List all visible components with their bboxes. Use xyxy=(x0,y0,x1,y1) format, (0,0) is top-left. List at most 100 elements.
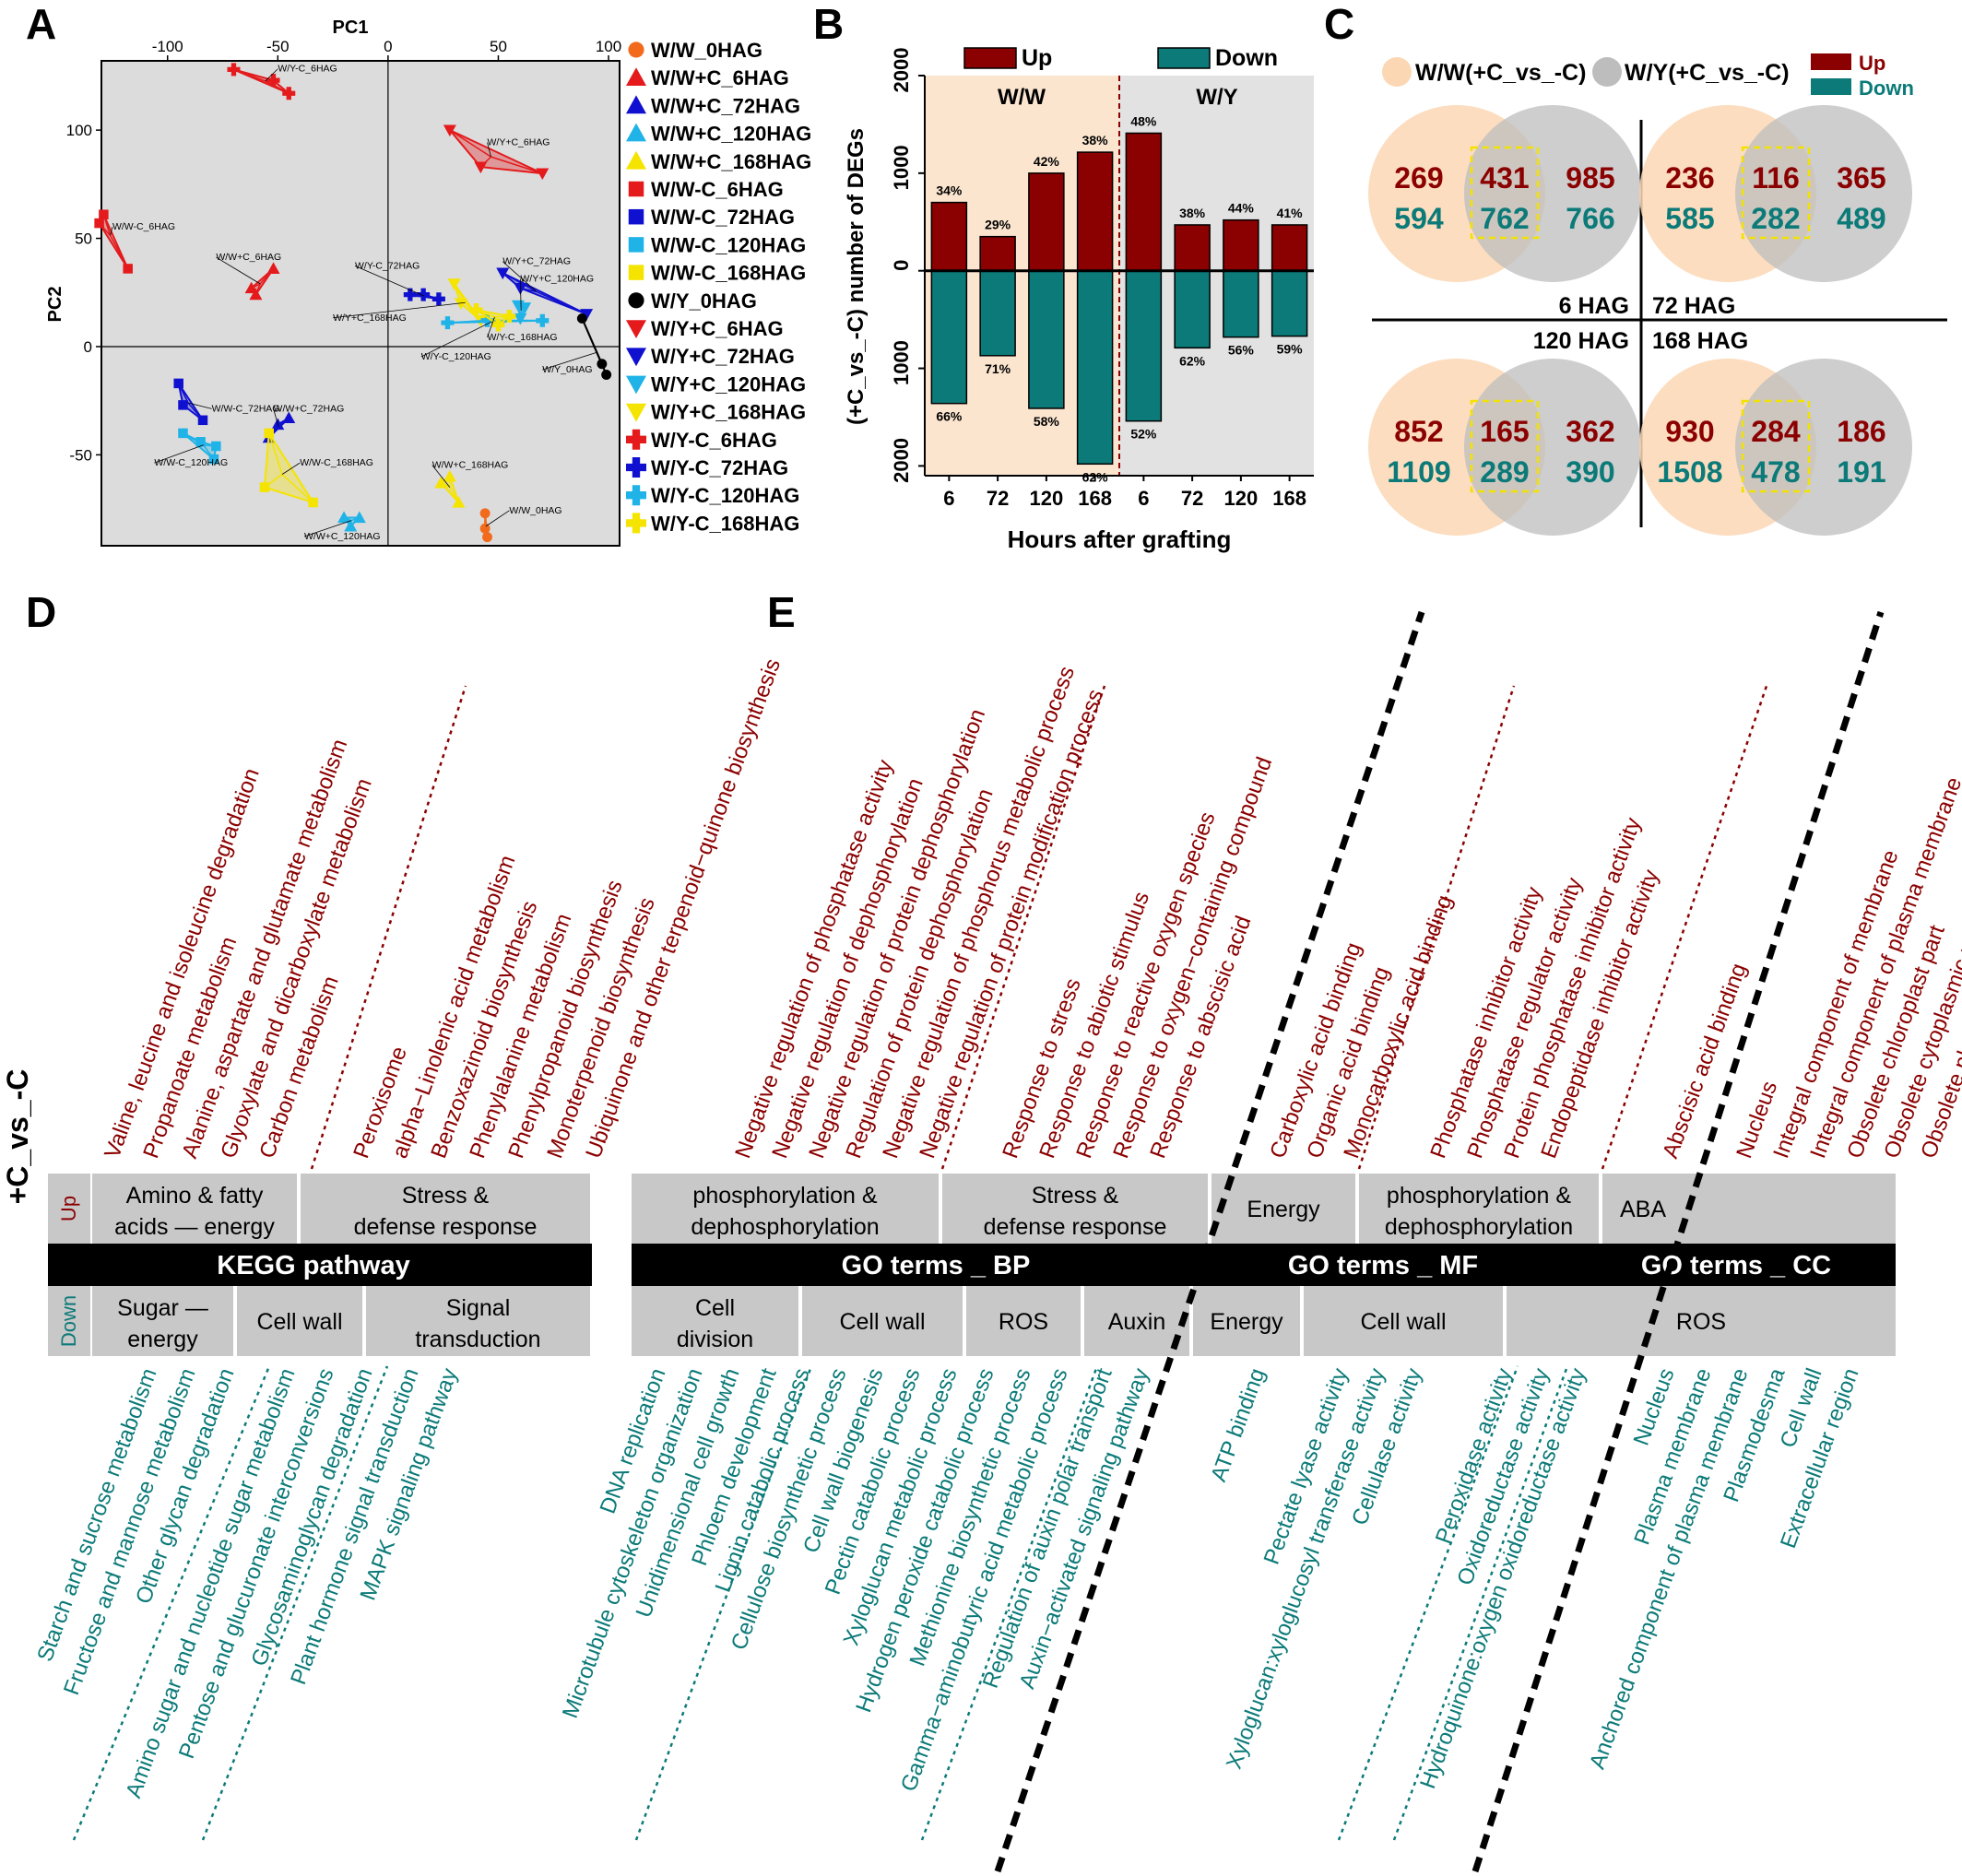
venn-count-down: 390 xyxy=(1566,455,1614,489)
legend-marker xyxy=(626,95,646,114)
pca-point xyxy=(417,288,431,301)
legend-marker xyxy=(628,208,644,225)
legend-c-down-swatch xyxy=(1811,78,1851,95)
bar-down xyxy=(1271,269,1308,337)
go-up-box xyxy=(1602,1174,1896,1244)
pca-y-tick-label: 0 xyxy=(84,338,92,356)
venn-overlap-box xyxy=(1741,146,1811,240)
go-up-box-label: phosphorylation & xyxy=(1387,1183,1571,1209)
bar-y-tick-label: 2000 xyxy=(890,438,913,483)
pca-point xyxy=(431,292,445,306)
bar-down xyxy=(1125,269,1163,422)
venn-count-up: 362 xyxy=(1566,415,1614,448)
venn-count-down: 478 xyxy=(1751,455,1800,489)
bar-y-tick-label: 2000 xyxy=(890,48,913,93)
venn-label-72hag: 72 HAG xyxy=(1652,293,1735,319)
term-group-divider xyxy=(920,1365,1099,1841)
bar-x-tick-label: 120 xyxy=(1030,487,1064,510)
bar-down xyxy=(1174,269,1211,349)
pca-point xyxy=(452,496,466,508)
term-group-divider xyxy=(310,685,467,1170)
pca-label-leader xyxy=(354,265,425,297)
legend-label: W/Y-C_6HAG xyxy=(651,429,777,452)
pca-x-title: PC1 xyxy=(333,18,369,38)
pca-label-leader xyxy=(281,462,301,475)
pca-group-label: W/Y-C_6HAG xyxy=(278,64,337,75)
pca-x-tick-label: 0 xyxy=(384,38,392,55)
bar-percent-label: 59% xyxy=(1277,342,1304,357)
go-down-box xyxy=(1507,1286,1896,1356)
pca-x-tick-label: -50 xyxy=(266,38,290,55)
venn-count-down: 762 xyxy=(1480,202,1529,235)
bar-down xyxy=(1028,269,1065,409)
pca-point xyxy=(99,209,109,219)
venn-count-down: 594 xyxy=(1394,202,1444,235)
pca-label-leader xyxy=(502,261,538,292)
bar-x-tick-label: 6 xyxy=(943,487,954,510)
term-group-divider xyxy=(1601,685,1768,1170)
pca-point xyxy=(474,161,488,174)
enrichment-panel: +C_vs_-C Up Down KEGG pathway GO terms _… xyxy=(1,610,1962,1873)
kegg-down-box-label: Sugar — xyxy=(117,1295,208,1321)
venn-count-down: 191 xyxy=(1837,455,1885,489)
pca-label-leader xyxy=(487,316,495,338)
pca-group-label: W/Y+C_120HAG xyxy=(520,274,594,285)
bar-up xyxy=(1271,224,1308,272)
legend-marker xyxy=(628,265,644,280)
legend-label: W/W-C_72HAG xyxy=(651,206,795,229)
pca-group: W/Y_0HAG xyxy=(542,313,612,380)
venn-count-down: 282 xyxy=(1751,202,1800,235)
venn-circle-wy xyxy=(1735,105,1912,282)
pca-spoke xyxy=(502,272,538,293)
pca-plot: PC1 PC2 -100 -50 0 50 100 -50 0 50 100 W/Y-C_6HA… xyxy=(45,18,811,547)
pca-group: W/Y+C_6HAG xyxy=(443,124,550,181)
venn-count-up: 365 xyxy=(1837,161,1885,195)
pca-label-leader xyxy=(303,520,352,537)
pca-label-leader xyxy=(431,465,451,488)
pca-spoke xyxy=(449,129,491,158)
term-group-divider xyxy=(634,1365,813,1841)
legend-label: W/Y-C_168HAG xyxy=(651,512,799,535)
pca-point xyxy=(266,262,280,275)
go-down-box-label: Cell wall xyxy=(839,1309,925,1335)
kegg-down-box xyxy=(92,1286,233,1356)
legend-marker xyxy=(628,292,644,309)
pca-point xyxy=(601,370,612,380)
kegg-up-box-label: defense response xyxy=(354,1214,538,1240)
bar-x-tick-label: 6 xyxy=(1138,487,1149,510)
pca-group-label: W/W-C_120HAG xyxy=(154,457,228,468)
kegg-down-box xyxy=(237,1286,362,1356)
pca-point xyxy=(208,454,219,465)
bar-x-tick-label: 72 xyxy=(1181,487,1203,510)
pca-label-leader xyxy=(420,321,493,358)
pca-group: W/W-C_72HAG xyxy=(173,378,279,426)
pca-label-leader xyxy=(273,408,279,427)
legend-label: W/W-C_168HAG xyxy=(651,262,806,285)
venn-circle-wy xyxy=(1735,359,1912,536)
legend-marker xyxy=(628,237,644,253)
pca-group: W/Y-C_72HAG xyxy=(354,260,445,306)
pca-group-label: W/W_0HAG xyxy=(509,505,561,516)
pca-point xyxy=(211,441,221,452)
down-tag: Down xyxy=(57,1295,80,1347)
go-mf-label: GO terms _ MF xyxy=(1288,1251,1478,1280)
go-down-box-label: Cell xyxy=(695,1295,735,1321)
bar-axes: 2000 1000 0 1000 2000 6 72 120 168 6 72 120 168 xyxy=(890,48,1314,510)
venn-overlap-box xyxy=(1470,146,1540,240)
venn: 236 585 116 282 365 489 xyxy=(1639,105,1912,282)
bar-up xyxy=(930,201,968,272)
pca-label-leader xyxy=(154,444,204,464)
legend-marker xyxy=(628,181,644,197)
pca-point xyxy=(195,437,206,447)
pca-hull xyxy=(449,129,543,175)
pca-group: W/W-C_168HAG xyxy=(259,428,373,508)
legend-label: W/W+C_168HAG xyxy=(651,150,811,173)
pca-point xyxy=(94,218,104,229)
venn-label-168hag: 168 HAG xyxy=(1652,328,1748,354)
pca-x-tick-label: 50 xyxy=(490,38,507,55)
pca-point xyxy=(178,428,188,439)
bar-y-title: (+C_vs_-C) number of DEGs xyxy=(844,128,869,425)
legend-marker xyxy=(626,123,646,142)
venn-count-down: 766 xyxy=(1566,202,1614,235)
bar-down xyxy=(1076,269,1114,466)
